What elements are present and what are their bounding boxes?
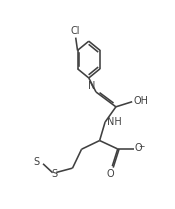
Text: −: −: [138, 142, 144, 151]
Text: O: O: [107, 169, 114, 179]
Text: S: S: [51, 169, 57, 179]
Text: S: S: [34, 157, 40, 167]
Text: O: O: [135, 143, 142, 153]
Text: N: N: [88, 81, 95, 91]
Text: Cl: Cl: [70, 25, 80, 36]
Text: OH: OH: [134, 96, 149, 106]
Text: NH: NH: [107, 117, 121, 127]
